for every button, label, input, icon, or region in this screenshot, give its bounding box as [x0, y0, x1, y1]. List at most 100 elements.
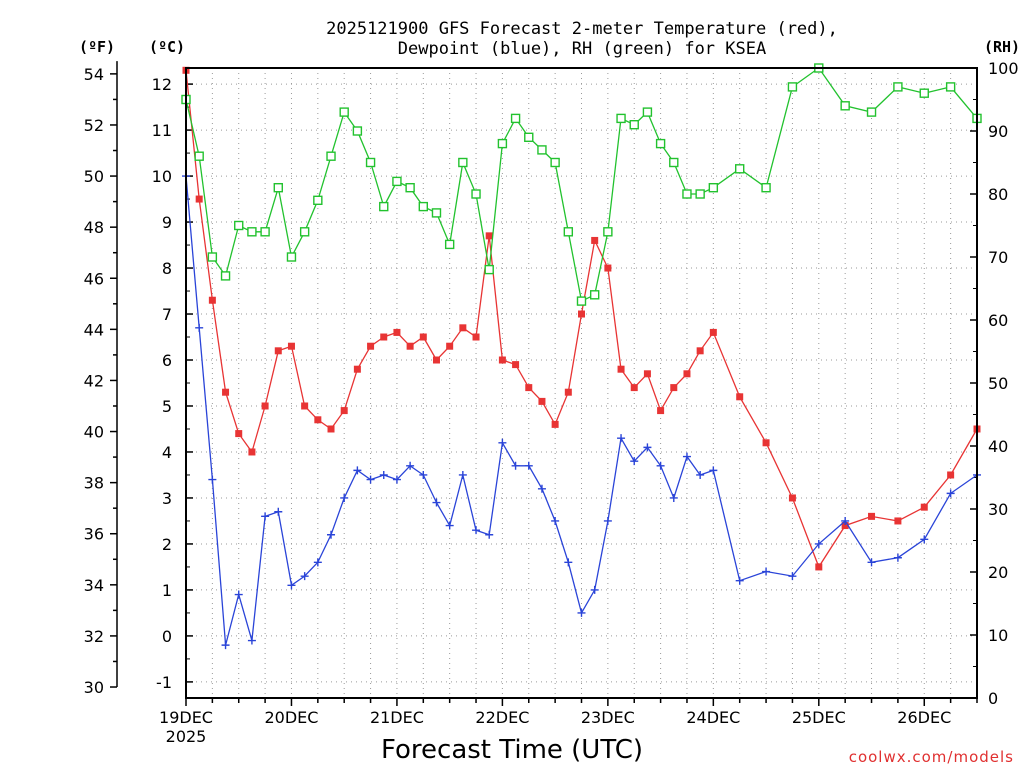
temperature-point: [432, 356, 440, 364]
temperature-point: [551, 420, 559, 428]
rh-point: [893, 82, 903, 92]
temperature-point: [630, 384, 638, 392]
dewpoint-point: [234, 590, 243, 599]
temperature-point: [736, 393, 744, 401]
temperature-point: [248, 448, 256, 456]
dewpoint-point: [603, 516, 612, 525]
temperature-point: [591, 236, 599, 244]
fahrenheit-tick-label: 50: [84, 167, 104, 186]
x-tick-label: 24DEC: [686, 708, 740, 727]
rh-point: [471, 189, 481, 199]
celsius-tick-label: 10: [152, 167, 172, 186]
dewpoint-point: [867, 558, 876, 567]
celsius-tick-label: 0: [162, 627, 172, 646]
temperature-point: [947, 471, 955, 479]
rh-point: [642, 107, 653, 117]
rh-point: [352, 126, 363, 136]
celsius-tick-label: 5: [162, 397, 172, 416]
celsius-tick-label: 9: [162, 213, 172, 232]
rh-tick-label: 0: [988, 689, 998, 708]
rh-line: [185, 67, 978, 303]
rh-point: [497, 138, 508, 149]
dewpoint-point: [485, 530, 494, 539]
rh-point: [405, 182, 415, 193]
temperature-point: [788, 494, 796, 502]
dewpoint-point: [274, 507, 283, 516]
dewpoint-point: [735, 576, 744, 585]
rh-point: [392, 176, 402, 187]
rh-point: [682, 189, 692, 199]
celsius-tick-label: 2: [162, 535, 172, 554]
dewpoint-point: [590, 585, 599, 594]
rh-tick-label: 60: [988, 311, 1008, 330]
rh-point: [708, 182, 719, 193]
rh-point: [458, 157, 468, 168]
temperature-point: [894, 517, 902, 525]
temperature-point: [643, 370, 651, 378]
temperature-point: [564, 388, 572, 396]
temperature-point: [287, 342, 295, 350]
temperature-point: [525, 384, 533, 392]
temperature-point: [709, 328, 717, 336]
dewpoint-point: [353, 466, 362, 475]
dewpoint-point: [682, 452, 691, 461]
celsius-tick-label: 1: [162, 581, 172, 600]
rh-tick-label: 100: [988, 59, 1019, 78]
grid-lines: [186, 68, 977, 698]
rh-point: [286, 252, 297, 262]
dewpoint-point: [617, 434, 626, 443]
rh-point: [616, 113, 626, 124]
rh-point: [840, 101, 850, 111]
dewpoint-point: [195, 323, 204, 332]
dewpoint-point: [247, 636, 256, 645]
fahrenheit-axis-unit: (ºF): [79, 38, 115, 56]
dewpoint-point: [419, 470, 428, 479]
fahrenheit-tick-label: 44: [84, 320, 104, 339]
temperature-point: [512, 361, 520, 369]
x-tick-label: 21DEC: [370, 708, 424, 727]
rh-point: [787, 82, 798, 92]
temperature-point: [222, 388, 230, 396]
temperature-point: [617, 365, 625, 373]
dewpoint-point: [537, 484, 546, 493]
dewpoint-point: [788, 572, 797, 581]
temperature-point: [670, 384, 678, 392]
temperature-point: [578, 310, 585, 318]
temperature-point: [314, 416, 322, 424]
temperature-point: [683, 370, 691, 378]
fahrenheit-tick-label: 42: [84, 371, 104, 390]
rh-point: [431, 208, 442, 218]
celsius-tick-label: 8: [162, 259, 172, 278]
temperature-point: [419, 333, 427, 341]
dewpoint-point: [577, 608, 586, 617]
dewpoint-point: [340, 493, 349, 502]
dewpoint-point: [313, 558, 322, 567]
celsius-tick-label: 3: [162, 489, 172, 508]
dewpoint-point: [498, 438, 507, 447]
credit-text: coolwx.com/models: [849, 748, 1014, 766]
dewpoint-point: [551, 516, 560, 525]
temperature-point: [459, 324, 467, 332]
dewpoint-point: [379, 470, 388, 479]
dewpoint-point: [841, 516, 850, 525]
temperature-point: [815, 563, 823, 571]
celsius-axis-unit: (ºC): [149, 38, 185, 56]
fahrenheit-tick-label: 46: [84, 269, 104, 288]
dewpoint-point: [221, 641, 230, 650]
temperature-point: [446, 342, 454, 350]
rh-point: [537, 145, 547, 155]
rh-point: [695, 189, 705, 199]
rh-tick-label: 40: [988, 437, 1008, 456]
rh-point: [589, 290, 600, 300]
celsius-tick-label: 11: [152, 121, 172, 140]
rh-point: [563, 227, 574, 237]
dewpoint-point: [392, 475, 401, 484]
fahrenheit-tick-label: 40: [84, 423, 104, 442]
dewpoint-point: [432, 498, 441, 507]
rh-point: [550, 157, 560, 168]
rh-point: [220, 271, 231, 281]
temperature-point: [393, 328, 401, 336]
dewpoint-point: [709, 466, 718, 475]
temperature-point: [406, 342, 414, 350]
